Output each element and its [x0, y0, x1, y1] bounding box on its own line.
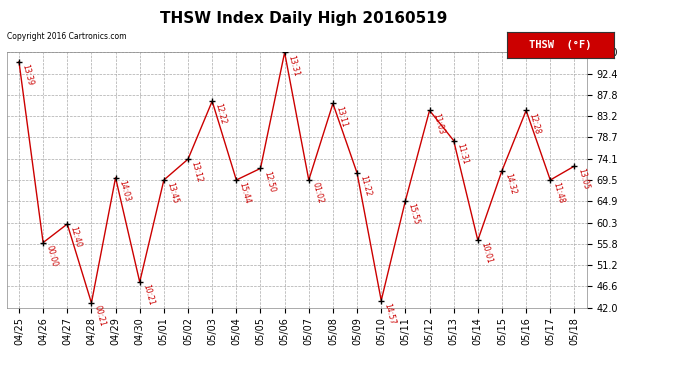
- Text: 13:11: 13:11: [335, 105, 348, 128]
- Text: 11:31: 11:31: [455, 142, 469, 165]
- Text: 15:44: 15:44: [238, 182, 252, 205]
- Text: 14:32: 14:32: [504, 172, 518, 195]
- Text: 11:48: 11:48: [552, 182, 566, 205]
- Text: 14:57: 14:57: [383, 302, 397, 326]
- Text: 12:28: 12:28: [528, 112, 542, 135]
- Text: 01:02: 01:02: [310, 182, 324, 205]
- Text: THSW Index Daily High 20160519: THSW Index Daily High 20160519: [160, 11, 447, 26]
- Text: 00:21: 00:21: [93, 304, 107, 328]
- Text: 13:31: 13:31: [286, 54, 300, 77]
- Text: THSW  (°F): THSW (°F): [529, 40, 592, 50]
- Text: 13:39: 13:39: [21, 63, 34, 87]
- Text: 10:01: 10:01: [480, 242, 493, 265]
- Text: 00:00: 00:00: [45, 244, 59, 267]
- Text: 14:03: 14:03: [117, 179, 131, 203]
- Text: 11:22: 11:22: [359, 174, 373, 198]
- Text: 13:12: 13:12: [190, 160, 204, 184]
- Text: 10:21: 10:21: [141, 284, 155, 307]
- Text: 13:45: 13:45: [166, 182, 179, 205]
- Text: Copyright 2016 Cartronics.com: Copyright 2016 Cartronics.com: [7, 32, 126, 41]
- Text: 13:05: 13:05: [576, 168, 590, 191]
- Text: 12:50: 12:50: [262, 170, 276, 193]
- Text: 12:22: 12:22: [214, 103, 228, 126]
- Text: 15:55: 15:55: [407, 202, 421, 226]
- Text: 11:03: 11:03: [431, 112, 445, 135]
- Text: 12:40: 12:40: [69, 225, 83, 249]
